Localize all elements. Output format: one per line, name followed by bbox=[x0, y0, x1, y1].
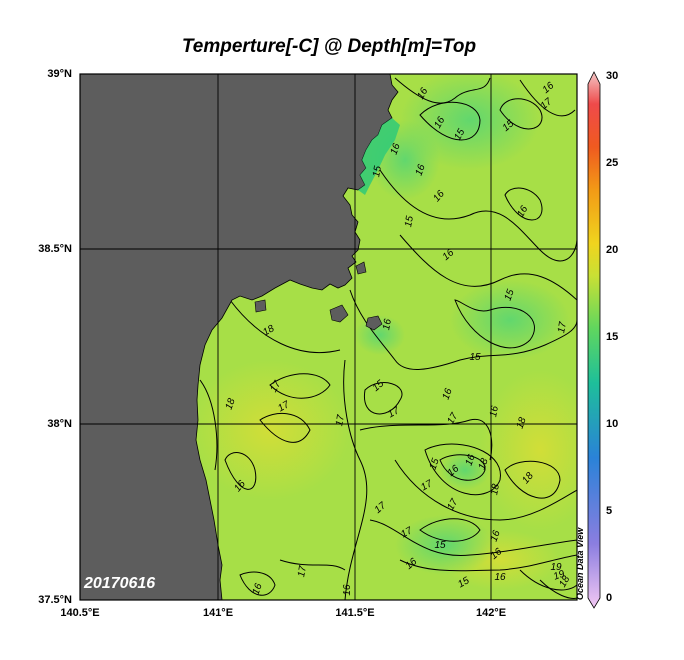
contour-label: 15 bbox=[371, 165, 384, 178]
colorbar-tick-20: 20 bbox=[606, 244, 619, 256]
lon-label-140-5: 140.5°E bbox=[60, 607, 100, 619]
contour-label: 17 bbox=[268, 379, 283, 395]
colorbar-scale bbox=[587, 71, 601, 609]
contour-label: 19 bbox=[552, 568, 567, 582]
contour-label: 18 bbox=[557, 574, 572, 590]
contour-label: 15 bbox=[428, 457, 442, 472]
contour-label: 16 bbox=[381, 318, 394, 331]
contour-label: 15 bbox=[469, 352, 481, 363]
contour-label: 17 bbox=[399, 525, 415, 540]
lon-label-142: 142°E bbox=[475, 607, 507, 619]
contour-label: 16 bbox=[464, 453, 478, 468]
contour-label: 17 bbox=[276, 399, 292, 414]
ocean-data-view-watermark: Ocean Data View bbox=[575, 527, 585, 600]
contour-label: 17 bbox=[445, 497, 460, 513]
contour-label: 16 bbox=[251, 582, 265, 597]
lon-label-141: 141°E bbox=[202, 607, 234, 619]
colorbar-tick-0: 0 bbox=[606, 592, 613, 604]
contour-label: 18 bbox=[261, 323, 277, 338]
lat-label-39: 39°N bbox=[47, 68, 72, 80]
colorbar-tick-15: 15 bbox=[606, 331, 619, 343]
contour-label: 16 bbox=[389, 142, 403, 157]
contour-label: 15 bbox=[456, 575, 472, 590]
contour-lines bbox=[199, 77, 577, 600]
contour-label: 16 bbox=[414, 163, 428, 178]
contour-label: 18 bbox=[515, 416, 529, 431]
contour-label: 19 bbox=[550, 562, 562, 573]
contour-label: 17 bbox=[556, 321, 569, 334]
contour-label: 17 bbox=[445, 411, 460, 427]
colorbar bbox=[587, 71, 601, 609]
map-title: Temperture[-C] @ Depth[m]=Top bbox=[181, 36, 477, 57]
date-label: 20170616 bbox=[84, 575, 156, 592]
contour-label: 15 bbox=[434, 540, 446, 551]
lat-label-37-5: 37.5°N bbox=[38, 594, 72, 606]
contour-label: 17 bbox=[334, 414, 347, 427]
contour-label: 15 bbox=[503, 288, 517, 303]
contour-label: 17 bbox=[296, 565, 309, 578]
lat-label-38: 38°N bbox=[47, 418, 72, 430]
colorbar-tick-25: 25 bbox=[606, 157, 619, 169]
colorbar-tick-5: 5 bbox=[606, 505, 613, 517]
contour-label: 16 bbox=[432, 115, 447, 131]
contour-label: 16 bbox=[515, 204, 530, 220]
contour-label: 18 bbox=[477, 457, 491, 472]
contour-label: 16 bbox=[489, 529, 503, 544]
contour-label: 16 bbox=[415, 86, 430, 102]
contour-label: 16 bbox=[441, 387, 455, 402]
contour-label: 16 bbox=[488, 405, 501, 418]
graticule bbox=[80, 74, 577, 600]
contour-label: 18 bbox=[489, 483, 502, 496]
contour-label: 17 bbox=[386, 405, 402, 420]
contour-label: 15 bbox=[452, 127, 467, 143]
lon-label-141-5: 141.5°E bbox=[335, 607, 375, 619]
contour-label: 16 bbox=[342, 584, 353, 596]
colorbar-tick-10: 10 bbox=[606, 418, 619, 430]
contour-label: 15 bbox=[403, 215, 416, 228]
contour-label: 18 bbox=[224, 397, 238, 412]
colorbar-tick-30: 30 bbox=[606, 70, 619, 82]
contour-label: 16 bbox=[494, 572, 506, 583]
contour-label: 17 bbox=[419, 478, 435, 493]
lat-label-38-5: 38.5°N bbox=[38, 243, 72, 255]
